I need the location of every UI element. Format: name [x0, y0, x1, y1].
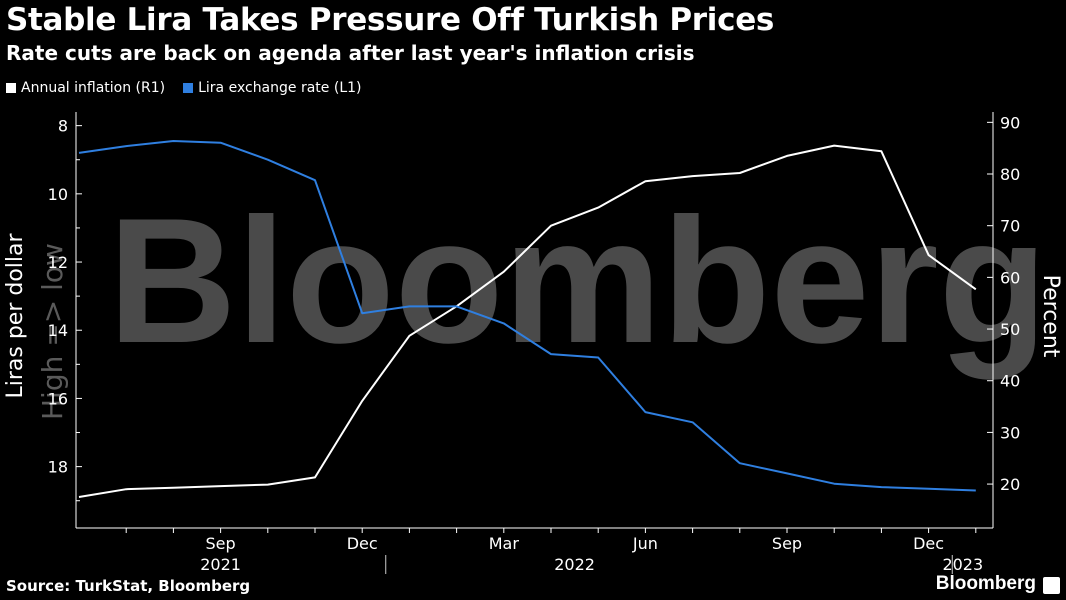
legend-swatch-lira — [183, 83, 194, 93]
axes: 8 10 12 14 16 18 20 30 40 50 60 70 80 90 Sep Dec Mar Jun S… — [48, 112, 1020, 574]
lira-exchange-rate-line — [78, 140, 976, 492]
x-tick-label: Jun — [632, 534, 658, 553]
y-right-tick-label: 80 — [1000, 165, 1020, 184]
y-left-tick-label: 12 — [48, 253, 68, 272]
legend-label-inflation: Annual inflation (R1) — [21, 80, 166, 96]
legend-label-lira: Lira exchange rate (L1) — [198, 80, 362, 96]
x-tick-label: Dec — [913, 534, 944, 553]
y-left-axis-label: Liras per dollar — [3, 233, 28, 399]
brand-logo: Bloomberg — [935, 573, 1036, 594]
bloomberg-chart-icon — [1043, 577, 1060, 594]
legend-item-inflation: Annual inflation (R1) — [6, 80, 165, 96]
x-year-label: 2021 — [200, 555, 241, 574]
x-tick-label: Dec — [347, 534, 378, 553]
y-left-tick-label: 8 — [58, 117, 68, 136]
legend: Annual inflation (R1) Lira exchange rate… — [6, 80, 361, 96]
chart-title: Stable Lira Takes Pressure Off Turkish P… — [6, 2, 775, 38]
y-right-tick-label: 30 — [1000, 423, 1020, 442]
source-note: Source: TurkStat, Bloomberg — [6, 577, 251, 595]
x-tick-label: Mar — [489, 534, 520, 553]
legend-item-lira: Lira exchange rate (L1) — [183, 80, 361, 96]
x-tick-label: Sep — [772, 534, 802, 553]
y-right-tick-label: 60 — [1000, 268, 1020, 287]
series — [78, 140, 977, 498]
annual-inflation-line — [78, 144, 977, 498]
x-tick-label: Sep — [206, 534, 236, 553]
y-left-tick-label: 14 — [48, 321, 68, 340]
watermark: Bloomberg High => low — [36, 181, 1047, 420]
y-right-tick-label: 70 — [1000, 217, 1020, 236]
y-right-tick-label: 90 — [1000, 113, 1020, 132]
legend-swatch-inflation — [6, 83, 16, 93]
y-right-tick-label: 20 — [1000, 475, 1020, 494]
x-year-label: 2023 — [942, 555, 983, 574]
y-left-tick-label: 10 — [48, 185, 68, 204]
x-year-label: 2022 — [554, 555, 595, 574]
chart-subtitle: Rate cuts are back on agenda after last … — [6, 41, 695, 65]
y-right-tick-label: 40 — [1000, 372, 1020, 391]
y-left-tick-label: 16 — [48, 389, 68, 408]
watermark-bloomberg: Bloomberg — [108, 181, 1047, 380]
watermark-high-low: High => low — [36, 243, 69, 420]
y-right-axis-label: Percent — [1038, 275, 1063, 358]
y-left-tick-label: 18 — [48, 458, 68, 477]
y-right-tick-label: 50 — [1000, 320, 1020, 339]
